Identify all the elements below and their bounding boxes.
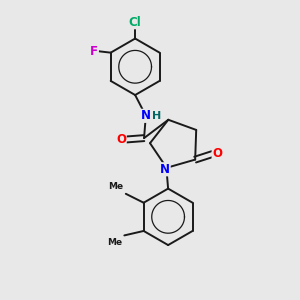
Text: H: H — [152, 111, 161, 121]
Text: Me: Me — [107, 238, 122, 247]
Text: Cl: Cl — [129, 16, 142, 29]
Text: F: F — [90, 45, 98, 58]
Text: Me: Me — [108, 182, 123, 191]
Text: O: O — [116, 133, 126, 146]
Text: N: N — [140, 109, 151, 122]
Text: N: N — [160, 163, 170, 176]
Text: O: O — [212, 147, 222, 160]
